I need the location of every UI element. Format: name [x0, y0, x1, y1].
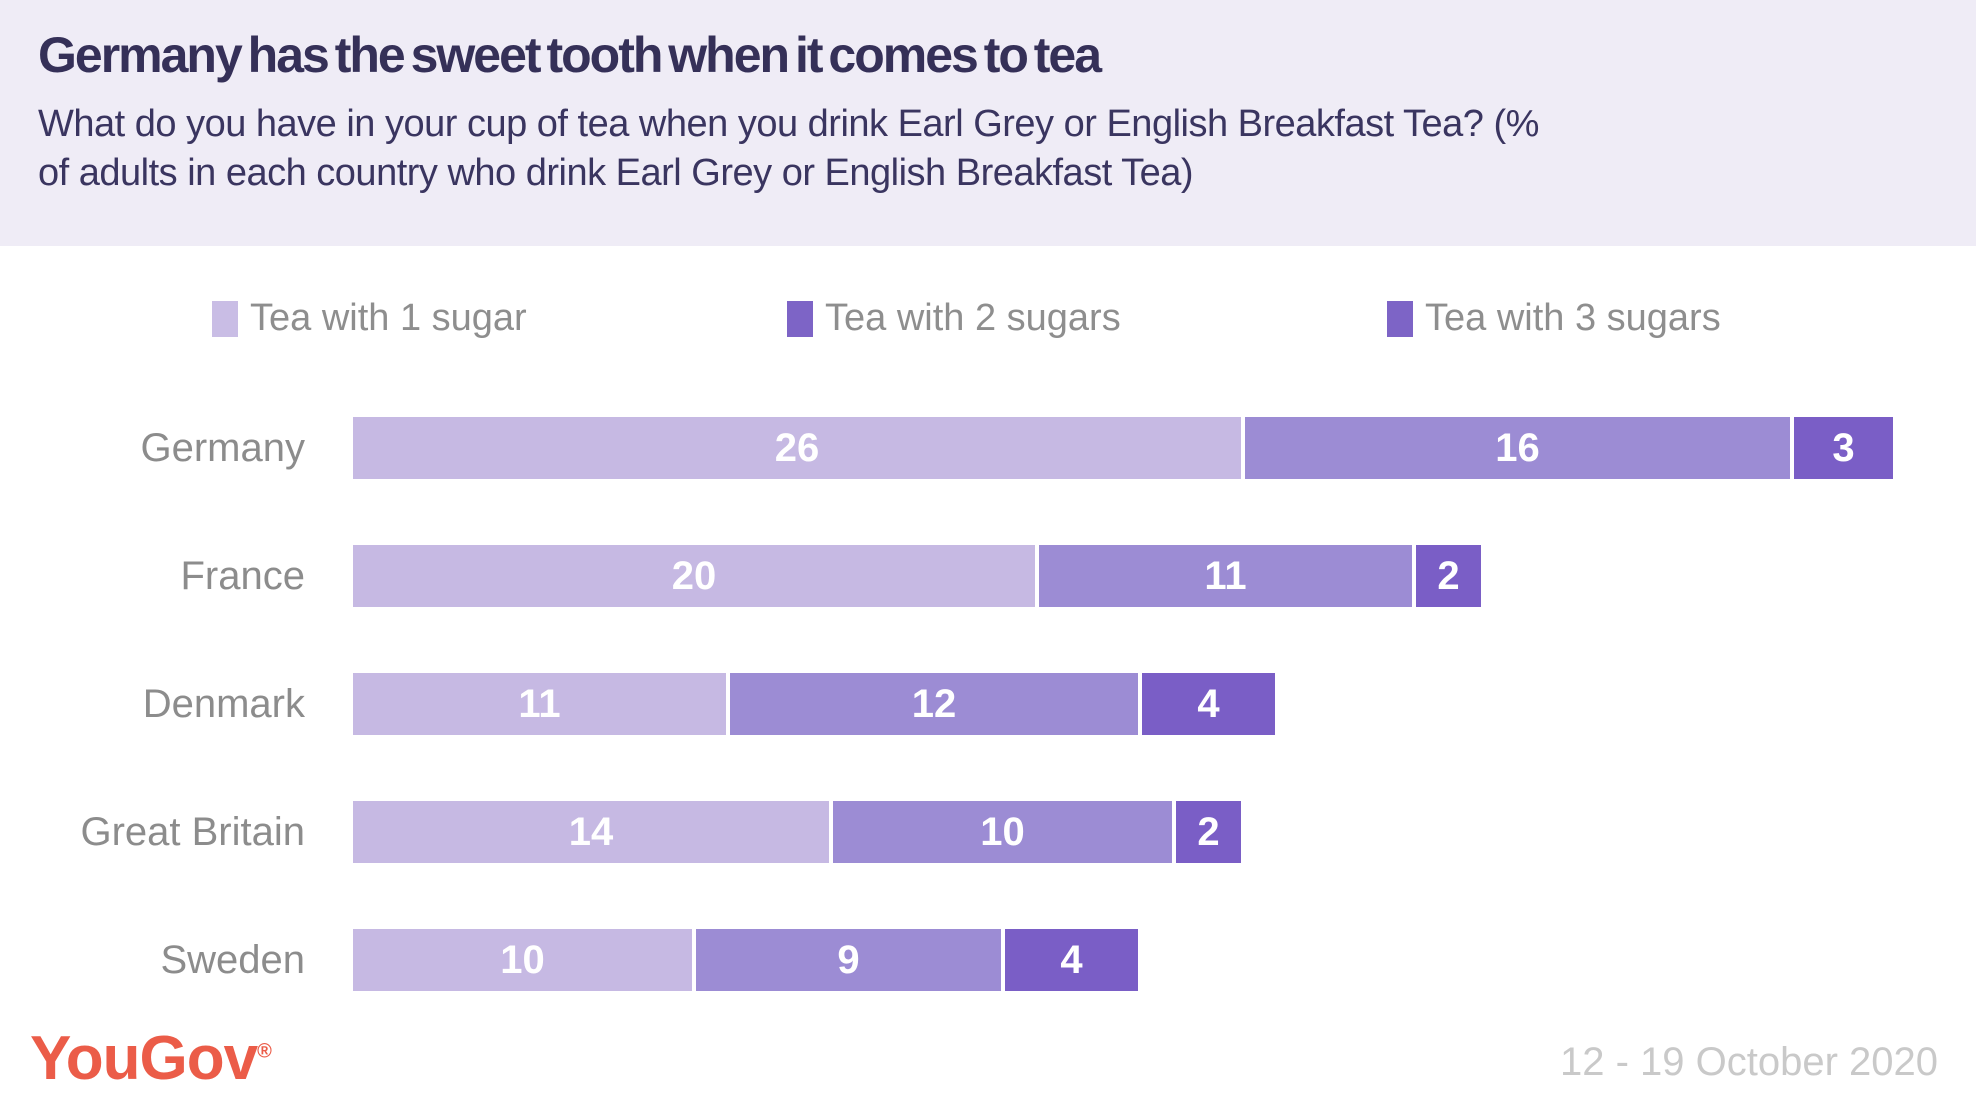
registered-trademark-icon: ® — [257, 1040, 272, 1063]
bar-value-label: 4 — [1060, 937, 1083, 982]
bar-segment: 11 — [1039, 545, 1412, 607]
bar-group: 26 16 3 — [353, 417, 1893, 479]
bar-value-label: 4 — [1197, 681, 1220, 726]
legend-item-2-sugars: Tea with 2 sugars — [787, 297, 1387, 340]
bar-value-label: 20 — [671, 553, 717, 598]
category-label: Great Britain — [80, 809, 305, 854]
legend-swatch-icon — [1387, 300, 1413, 337]
bar-segment: 9 — [696, 929, 1001, 991]
chart-row: France 20 11 2 — [0, 545, 1893, 607]
legend-label: Tea with 1 sugar — [250, 297, 527, 339]
bar-value-label: 2 — [1437, 553, 1460, 598]
bar-value-label: 10 — [980, 809, 1025, 854]
yougov-logo: YouGov® — [30, 1024, 272, 1093]
chart-subtitle: What do you have in your cup of tea when… — [38, 103, 1539, 195]
bar-segment: 2 — [1176, 801, 1241, 863]
bar-segment: 10 — [833, 801, 1172, 863]
category-label: France — [180, 553, 306, 598]
category-label: Germany — [140, 425, 306, 470]
bar-group: 14 10 2 — [353, 801, 1241, 863]
bar-value-label: 3 — [1832, 425, 1855, 470]
legend-swatch-icon — [212, 300, 238, 337]
bar-value-label: 16 — [1495, 425, 1540, 470]
legend-item-1-sugar: Tea with 1 sugar — [212, 297, 787, 340]
bar-value-label: 26 — [774, 425, 820, 470]
bar-segment: 26 — [353, 417, 1241, 479]
bar-segment: 11 — [353, 673, 726, 735]
bar-group: 20 11 2 — [353, 545, 1481, 607]
bar-value-label: 14 — [568, 809, 614, 854]
chart-row: Germany 26 16 3 — [0, 417, 1893, 479]
bar-value-label: 11 — [1204, 553, 1247, 598]
bar-segment: 14 — [353, 801, 829, 863]
bar-segment: 12 — [730, 673, 1138, 735]
header-band: Germany has the sweet tooth when it come… — [0, 0, 1976, 246]
chart-title: Germany has the sweet tooth when it come… — [38, 27, 1102, 83]
legend-label: Tea with 2 sugars — [825, 297, 1121, 339]
bar-segment: 10 — [353, 929, 692, 991]
bar-segment: 4 — [1005, 929, 1138, 991]
category-label: Sweden — [160, 937, 305, 982]
bar-value-label: 2 — [1197, 809, 1220, 854]
bar-segment: 2 — [1416, 545, 1481, 607]
bar-value-label: 9 — [837, 937, 860, 982]
chart-row: Denmark 11 12 4 — [0, 673, 1893, 735]
yougov-logo-text: YouGov — [30, 1024, 258, 1093]
bar-segment: 20 — [353, 545, 1035, 607]
bar-group: 11 12 4 — [353, 673, 1275, 735]
bar-group: 10 9 4 — [353, 929, 1138, 991]
survey-date-range: 12 - 19 October 2020 — [1559, 1040, 1938, 1085]
bar-value-label: 10 — [500, 937, 545, 982]
legend-item-3-sugars: Tea with 3 sugars — [1387, 297, 1721, 340]
chart: Germany 26 16 3 France 20 11 2 Denmark 11 12 4 Great… — [0, 417, 1893, 1057]
bar-segment: 16 — [1245, 417, 1790, 479]
legend-swatch-icon — [787, 300, 813, 337]
bar-segment: 3 — [1794, 417, 1893, 479]
footer: YouGov® 12 - 19 October 2020 — [0, 1024, 1976, 1093]
bar-segment: 4 — [1142, 673, 1275, 735]
chart-row: Sweden 10 9 4 — [0, 929, 1893, 991]
legend: Tea with 1 sugar Tea with 2 sugars Tea w… — [212, 297, 1721, 340]
chart-row: Great Britain 14 10 2 — [0, 801, 1893, 863]
category-label: Denmark — [142, 681, 305, 726]
legend-label: Tea with 3 sugars — [1425, 297, 1721, 339]
bar-value-label: 11 — [518, 681, 561, 726]
bar-value-label: 12 — [911, 681, 957, 726]
